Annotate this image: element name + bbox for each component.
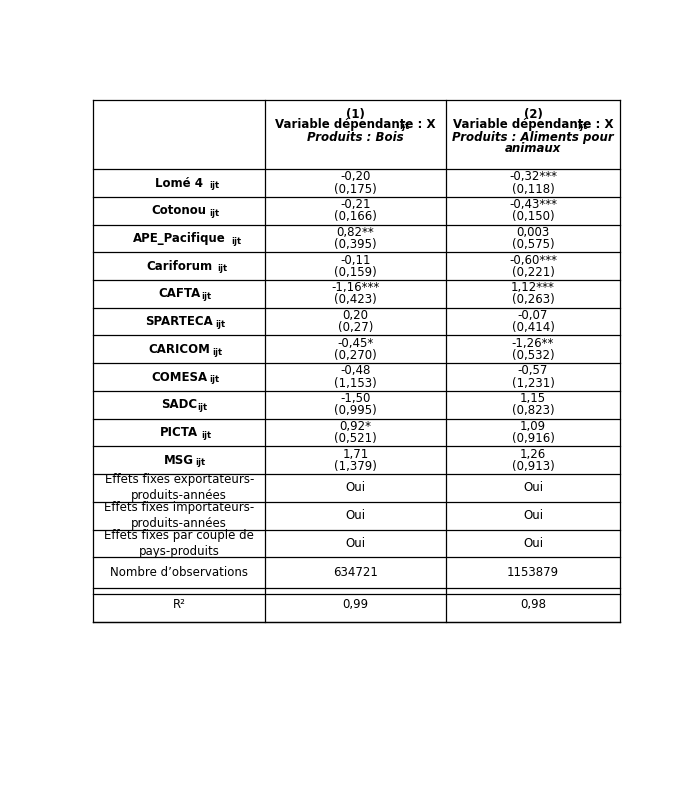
Text: 1,15: 1,15 — [520, 392, 546, 405]
Text: (1,379): (1,379) — [334, 460, 377, 473]
Text: ijt: ijt — [217, 264, 228, 274]
Text: (0,532): (0,532) — [512, 349, 554, 362]
Text: 1153879: 1153879 — [507, 566, 559, 579]
Text: Cotonou: Cotonou — [152, 204, 207, 218]
Text: -0,57: -0,57 — [518, 365, 548, 378]
Text: 1,09: 1,09 — [520, 420, 546, 433]
Text: PICTA: PICTA — [160, 426, 198, 439]
Text: (0,575): (0,575) — [512, 238, 554, 251]
Text: -1,26**: -1,26** — [512, 337, 554, 350]
Text: Oui: Oui — [523, 537, 543, 550]
Text: ijt: ijt — [231, 237, 242, 246]
Text: Oui: Oui — [523, 482, 543, 494]
Text: animaux: animaux — [505, 142, 561, 155]
Text: APE_Pacifique: APE_Pacifique — [133, 232, 226, 245]
Text: 1,12***: 1,12*** — [511, 282, 555, 294]
Text: (0,118): (0,118) — [512, 182, 555, 196]
Text: 1,26: 1,26 — [520, 448, 546, 461]
Text: (1): (1) — [346, 107, 365, 121]
Text: 0,82**: 0,82** — [337, 226, 374, 239]
Text: (0,159): (0,159) — [334, 266, 377, 278]
Text: R²: R² — [173, 598, 186, 611]
Text: Nombre d’observations: Nombre d’observations — [110, 566, 248, 579]
Text: -0,21: -0,21 — [340, 198, 371, 211]
Text: 0,99: 0,99 — [342, 598, 369, 611]
Text: -1,50: -1,50 — [340, 392, 371, 405]
Text: (0,913): (0,913) — [512, 460, 555, 473]
Text: (0,270): (0,270) — [334, 349, 377, 362]
Text: ijt: ijt — [209, 209, 219, 218]
Text: -0,60***: -0,60*** — [509, 254, 557, 266]
Text: (0,395): (0,395) — [334, 238, 377, 251]
Text: 0,92*: 0,92* — [340, 420, 372, 433]
Text: (0,166): (0,166) — [334, 210, 377, 223]
Text: (1,231): (1,231) — [512, 377, 555, 390]
Text: -0,07: -0,07 — [518, 309, 548, 322]
Text: Produits : Bois: Produits : Bois — [307, 130, 404, 144]
Text: -0,11: -0,11 — [340, 254, 371, 266]
Text: 0,98: 0,98 — [520, 598, 546, 611]
Text: (0,263): (0,263) — [512, 294, 555, 306]
Text: Cariforum: Cariforum — [146, 260, 212, 273]
Text: Oui: Oui — [523, 509, 543, 522]
Text: ijt: ijt — [209, 375, 219, 384]
Text: 0,003: 0,003 — [516, 226, 550, 239]
Text: 1,71: 1,71 — [342, 448, 369, 461]
Text: MSG: MSG — [164, 454, 194, 466]
Text: ijt: ijt — [202, 292, 212, 301]
Text: (0,414): (0,414) — [512, 322, 555, 334]
Text: 0,20: 0,20 — [342, 309, 369, 322]
Text: Effets fixes exportateurs-
produits-années: Effets fixes exportateurs- produits-anné… — [104, 474, 254, 502]
Text: -0,32***: -0,32*** — [509, 170, 557, 183]
Text: Variable dépendante : X: Variable dépendante : X — [453, 118, 613, 131]
Text: (0,175): (0,175) — [334, 182, 377, 196]
Text: SADC: SADC — [161, 398, 197, 411]
Text: CAFTA: CAFTA — [158, 287, 200, 300]
Text: Lomé 4: Lomé 4 — [155, 177, 203, 190]
Text: Effets fixes importateurs-
produits-années: Effets fixes importateurs- produits-anné… — [104, 501, 254, 530]
Text: ijt: ijt — [400, 122, 410, 131]
Text: ijt: ijt — [577, 122, 587, 131]
Text: ijt: ijt — [197, 403, 207, 412]
Text: (0,916): (0,916) — [512, 432, 555, 445]
Text: (0,823): (0,823) — [512, 404, 554, 418]
Text: ijt: ijt — [212, 347, 223, 357]
Text: ijt: ijt — [209, 182, 219, 190]
Text: CARICOM: CARICOM — [148, 343, 210, 356]
Text: ijt: ijt — [215, 320, 225, 329]
Text: COMESA: COMESA — [151, 370, 207, 383]
Text: (1,153): (1,153) — [334, 377, 377, 390]
Text: Effets fixes par couple de
pays-produits: Effets fixes par couple de pays-produits — [104, 529, 254, 558]
Text: Oui: Oui — [345, 509, 365, 522]
Text: Variable dépendante : X: Variable dépendante : X — [276, 118, 436, 131]
Text: ijt: ijt — [202, 430, 212, 440]
Text: (0,423): (0,423) — [334, 294, 377, 306]
Text: ijt: ijt — [196, 458, 205, 467]
Text: Oui: Oui — [345, 537, 365, 550]
Text: -0,48: -0,48 — [340, 365, 371, 378]
Text: Oui: Oui — [345, 482, 365, 494]
Text: (2): (2) — [523, 107, 542, 121]
Text: -0,45*: -0,45* — [338, 337, 374, 350]
Text: -0,20: -0,20 — [340, 170, 371, 183]
Text: (0,221): (0,221) — [512, 266, 555, 278]
Text: (0,995): (0,995) — [334, 404, 377, 418]
Text: (0,521): (0,521) — [334, 432, 377, 445]
Text: -1,16***: -1,16*** — [331, 282, 379, 294]
Text: Produits : Aliments pour: Produits : Aliments pour — [452, 130, 614, 144]
Text: -0,43***: -0,43*** — [509, 198, 557, 211]
Text: SPARTECA: SPARTECA — [145, 315, 213, 328]
Text: (0,150): (0,150) — [512, 210, 554, 223]
Text: 634721: 634721 — [333, 566, 378, 579]
Text: (0,27): (0,27) — [338, 322, 373, 334]
